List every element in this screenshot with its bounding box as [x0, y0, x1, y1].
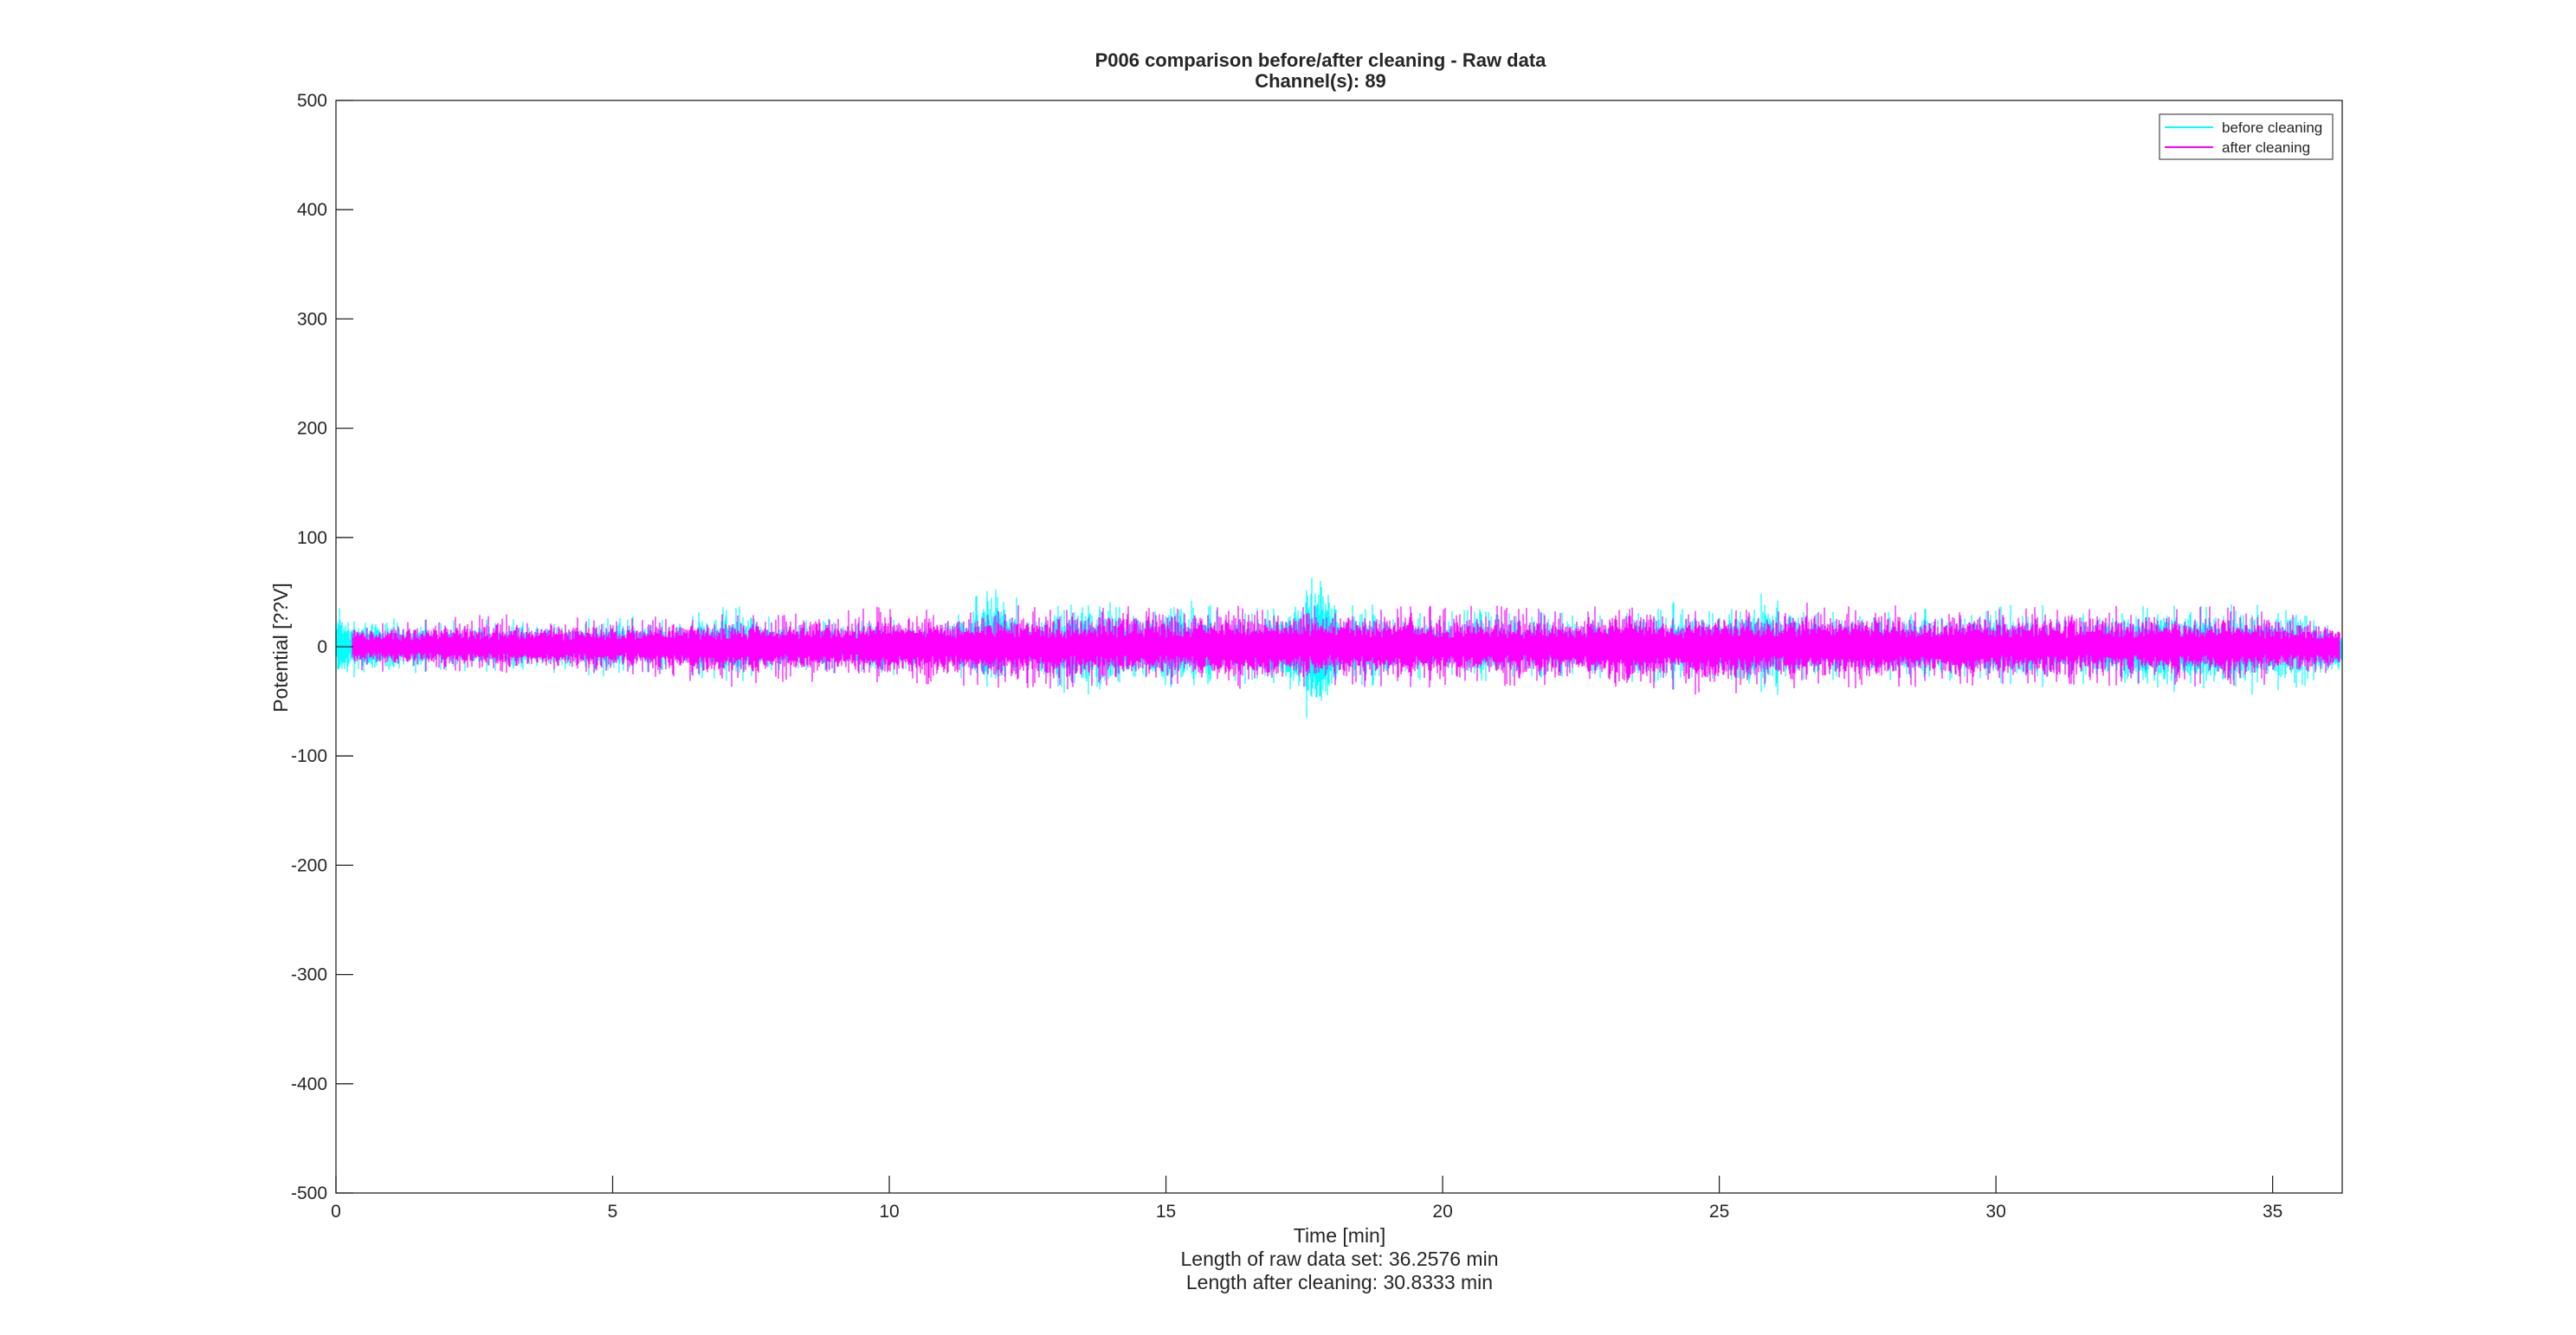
y-tick-label: -100	[291, 746, 327, 766]
y-tick-label: 0	[317, 637, 327, 657]
y-tick-label: -200	[291, 855, 327, 875]
y-tick-label: 500	[297, 91, 327, 111]
x-axis-note-raw-length: Length of raw data set: 36.2576 min	[1181, 1248, 1499, 1270]
legend: before cleaning after cleaning	[2159, 113, 2334, 160]
y-tick-label: -300	[291, 965, 327, 985]
x-axis-label: Time [min]	[1294, 1224, 1386, 1247]
y-tick-label: 300	[297, 309, 327, 329]
x-tick-label: 15	[1156, 1202, 1176, 1222]
y-axis-label: Potential [??V]	[269, 583, 292, 713]
legend-box	[2159, 113, 2334, 160]
legend-label-after-cleaning: after cleaning	[2222, 139, 2310, 156]
x-axis-note-cleaned-length: Length after cleaning: 30.8333 min	[1186, 1271, 1493, 1293]
legend-label-before-cleaning: before cleaning	[2222, 119, 2322, 136]
x-tick-label: 35	[2263, 1202, 2282, 1222]
chart-subtitle: Channel(s): 89	[1255, 70, 1386, 92]
y-axis-ticks: -500 -400 -300 -200 -100 0 100 200 300 400 500	[291, 91, 353, 1203]
chart-title: P006 comparison before/after cleaning - …	[1095, 49, 1547, 71]
x-axis-ticks: 0 5 10 15 20 25 30 35	[331, 1176, 2282, 1222]
x-tick-label: 0	[331, 1202, 341, 1222]
x-tick-label: 10	[879, 1202, 899, 1222]
x-tick-label: 25	[1709, 1202, 1729, 1222]
y-tick-label: 100	[297, 528, 327, 548]
y-tick-label: 200	[297, 419, 327, 439]
y-tick-label: 400	[297, 200, 327, 220]
x-tick-label: 20	[1432, 1202, 1452, 1222]
y-tick-label: -500	[291, 1183, 327, 1203]
x-tick-label: 30	[1985, 1202, 2005, 1222]
x-tick-label: 5	[608, 1202, 618, 1222]
series-line-after-cleaning	[352, 603, 2340, 695]
y-tick-label: -400	[291, 1074, 327, 1094]
